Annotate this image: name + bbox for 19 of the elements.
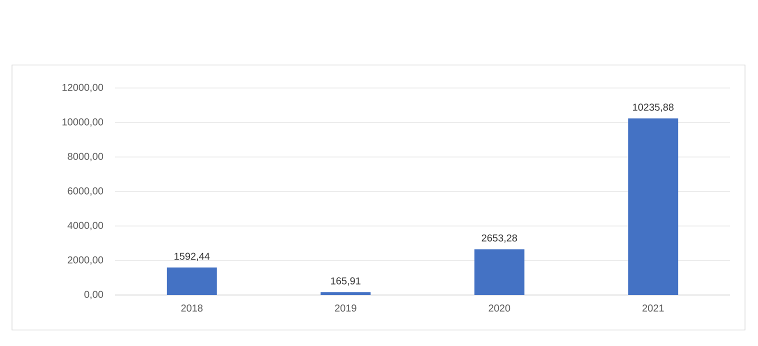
- y-tick-label: 8000,00: [68, 152, 104, 162]
- bar: [166, 268, 217, 295]
- bar: [628, 118, 678, 295]
- y-tick-label: 4000,00: [68, 222, 104, 230]
- y-tick-label: 10000,00: [62, 118, 104, 127]
- y-tick-label: 6000,00: [68, 187, 104, 196]
- y-tick-label: 12000,00: [62, 84, 104, 92]
- y-tick-label: 2000,00: [68, 256, 104, 265]
- x-tick-label: 2018: [181, 304, 203, 312]
- data-label: 2653,28: [482, 234, 518, 243]
- bar: [320, 292, 371, 295]
- x-tick-label: 2019: [335, 304, 356, 312]
- data-label: 1592,44: [174, 252, 210, 262]
- data-label: 165,91: [331, 277, 360, 286]
- data-label: 10235,88: [633, 104, 674, 112]
- bar: [474, 249, 524, 295]
- x-tick-label: 2021: [642, 304, 664, 312]
- x-tick-label: 2020: [488, 304, 510, 312]
- y-tick-label: 0,00: [84, 290, 104, 300]
